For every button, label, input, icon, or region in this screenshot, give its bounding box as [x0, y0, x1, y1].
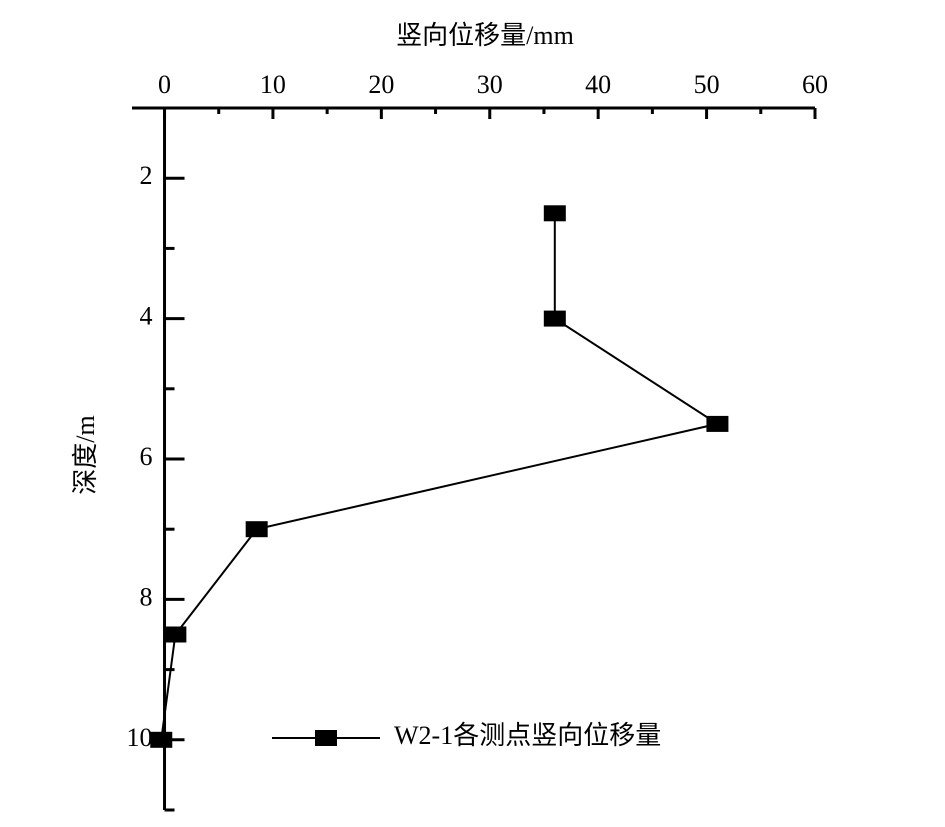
x-tick-label: 20	[368, 70, 394, 99]
y-tick-label: 4	[140, 302, 153, 331]
legend-label: W2-1各测点竖向位移量	[394, 721, 661, 750]
y-tick-label: 6	[140, 442, 153, 471]
x-tick-label: 60	[802, 70, 828, 99]
y-tick-label: 10	[127, 723, 153, 752]
x-tick-label: 40	[585, 70, 611, 99]
x-axis-label: 竖向位移量/mm	[396, 21, 574, 50]
series-line	[160, 213, 720, 740]
y-tick-label: 8	[140, 582, 153, 611]
x-tick-label: 30	[477, 70, 503, 99]
marker	[150, 731, 173, 748]
marker	[543, 205, 566, 222]
x-tick-label: 0	[158, 70, 171, 99]
x-tick-label: 10	[260, 70, 286, 99]
y-axis-label: 深度/m	[71, 415, 100, 494]
x-tick-label: 50	[694, 70, 720, 99]
marker	[543, 310, 566, 327]
marker	[245, 521, 268, 538]
legend-marker	[315, 730, 337, 746]
marker	[164, 626, 187, 643]
marker	[706, 415, 729, 432]
y-tick-label: 2	[140, 161, 153, 190]
